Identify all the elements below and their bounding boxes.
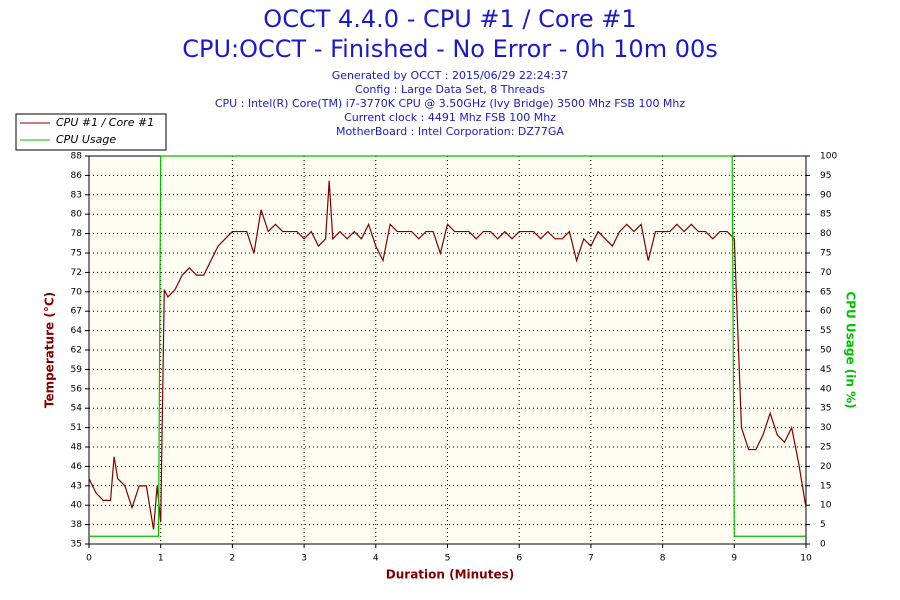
x-tick-label: 8	[660, 554, 666, 564]
x-axis-label: Duration (Minutes)	[386, 568, 514, 582]
chart-title: OCCT 4.4.0 - CPU #1 / Core #1	[263, 5, 636, 33]
y-tick-label: 72	[71, 268, 82, 278]
y-tick-label: 64	[71, 326, 83, 336]
y-tick-label: 54	[71, 404, 83, 414]
y2-tick-label: 50	[820, 346, 832, 356]
y2-tick-label: 10	[820, 501, 832, 511]
y2-tick-label: 0	[820, 540, 826, 550]
info-line: Config : Large Data Set, 8 Threads	[355, 83, 545, 96]
y-tick-label: 35	[71, 540, 82, 550]
x-tick-label: 10	[800, 554, 812, 564]
y2-tick-label: 40	[820, 384, 832, 394]
y-tick-label: 67	[71, 307, 82, 317]
y2-tick-label: 65	[820, 287, 831, 297]
y2-tick-label: 15	[820, 481, 831, 491]
y2-tick-label: 75	[820, 249, 831, 259]
y2-axis-label: CPU Usage (in %)	[844, 291, 858, 408]
y-tick-label: 38	[71, 520, 83, 530]
y2-tick-label: 35	[820, 404, 831, 414]
y-tick-label: 46	[71, 462, 83, 472]
y2-tick-label: 30	[820, 423, 832, 433]
info-line: CPU : Intel(R) Core(TM) i7-3770K CPU @ 3…	[215, 97, 686, 110]
y-tick-label: 88	[71, 152, 83, 162]
y-tick-label: 40	[71, 501, 83, 511]
x-tick-label: 0	[86, 554, 92, 564]
info-line: Current clock : 4491 Mhz FSB 100 Mhz	[344, 111, 556, 124]
y-tick-label: 48	[71, 443, 83, 453]
x-tick-label: 2	[230, 554, 236, 564]
plot-area	[88, 155, 807, 545]
y2-tick-label: 5	[820, 520, 826, 530]
y-tick-label: 80	[71, 210, 83, 220]
info-line: Generated by OCCT : 2015/06/29 22:24:37	[332, 69, 569, 82]
series-line	[88, 180, 807, 530]
y-tick-label: 70	[71, 287, 83, 297]
y-axis-label: Temperature (°C)	[43, 292, 57, 408]
x-tick-label: 1	[158, 554, 164, 564]
y-tick-label: 43	[71, 481, 82, 491]
y2-tick-label: 45	[820, 365, 831, 375]
series-line	[89, 155, 806, 537]
info-line: MotherBoard : Intel Corporation: DZ77GA	[336, 125, 564, 138]
x-tick-label: 6	[516, 554, 522, 564]
y-tick-label: 51	[71, 423, 82, 433]
legend-label: CPU #1 / Core #1	[56, 116, 154, 129]
y-tick-label: 56	[71, 384, 83, 394]
y-tick-label: 62	[71, 346, 82, 356]
y-tick-label: 78	[71, 229, 83, 239]
x-tick-label: 5	[445, 554, 451, 564]
x-tick-label: 9	[731, 554, 737, 564]
y2-tick-label: 70	[820, 268, 832, 278]
x-tick-label: 3	[301, 554, 307, 564]
legend-label: CPU Usage	[56, 133, 116, 146]
y2-tick-label: 90	[820, 190, 832, 200]
y2-tick-label: 80	[820, 229, 832, 239]
y2-tick-label: 55	[820, 326, 831, 336]
y2-tick-label: 60	[820, 307, 832, 317]
y-tick-label: 75	[71, 249, 82, 259]
y2-tick-label: 100	[820, 152, 837, 162]
y-tick-label: 86	[71, 171, 83, 181]
y-tick-label: 59	[71, 365, 83, 375]
y2-tick-label: 25	[820, 443, 831, 453]
y2-tick-label: 95	[820, 171, 831, 181]
y-tick-label: 83	[71, 190, 82, 200]
x-tick-label: 7	[588, 554, 594, 564]
chart-subtitle: CPU:OCCT - Finished - No Error - 0h 10m …	[182, 35, 718, 63]
y2-tick-label: 20	[820, 462, 832, 472]
y2-tick-label: 85	[820, 210, 831, 220]
legend	[15, 113, 167, 151]
x-tick-label: 4	[373, 554, 379, 564]
